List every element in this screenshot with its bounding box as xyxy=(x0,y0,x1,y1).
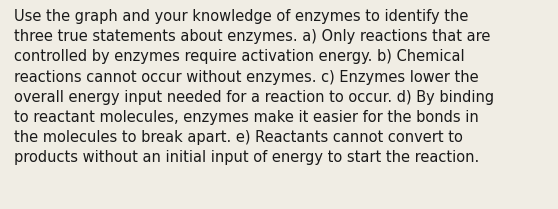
Text: Use the graph and your knowledge of enzymes to identify the
three true statement: Use the graph and your knowledge of enzy… xyxy=(14,9,494,165)
